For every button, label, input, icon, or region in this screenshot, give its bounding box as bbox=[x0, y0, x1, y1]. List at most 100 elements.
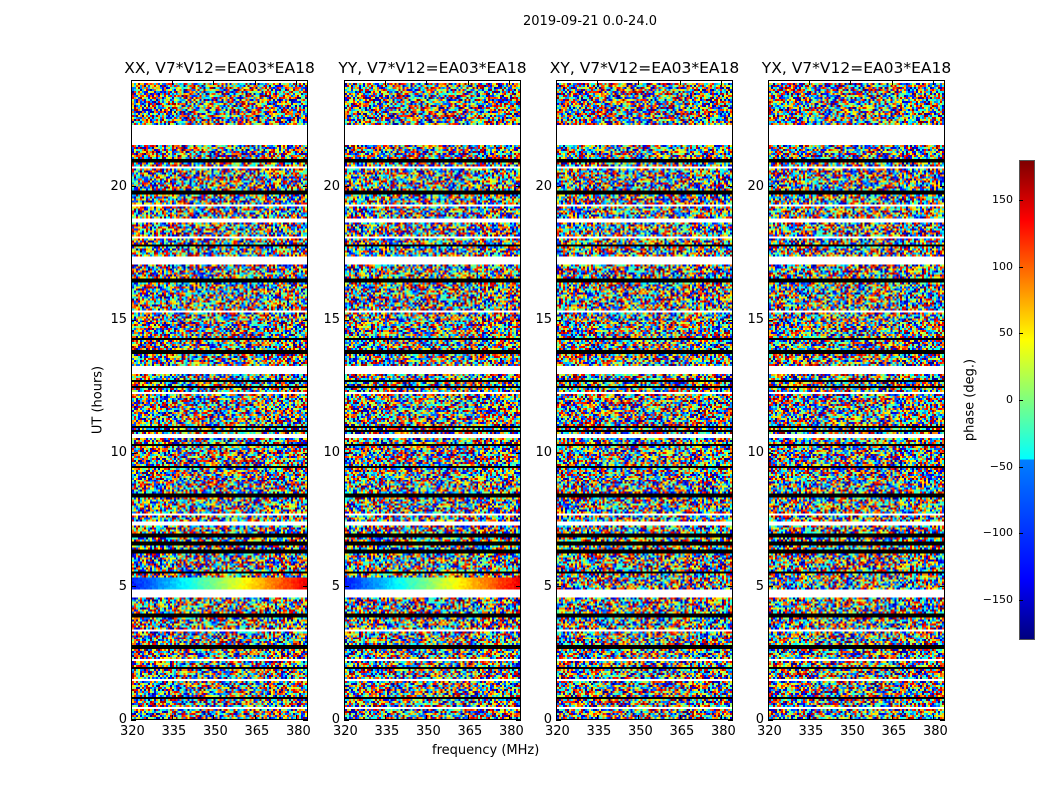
colorbar-tick bbox=[1019, 600, 1023, 601]
x-tick-label: 335 bbox=[586, 724, 612, 739]
y-tick bbox=[768, 719, 773, 721]
x-tick bbox=[767, 80, 769, 85]
x-tick-label: 365 bbox=[457, 724, 483, 739]
y-tick-label: 20 bbox=[535, 178, 552, 194]
heatmap-panel bbox=[768, 80, 945, 720]
y-tick-label: 0 bbox=[543, 712, 552, 727]
y-tick bbox=[940, 586, 945, 588]
x-tick bbox=[171, 80, 173, 85]
x-tick bbox=[343, 715, 345, 720]
y-tick-label: 20 bbox=[323, 178, 340, 194]
colorbar-tick bbox=[1019, 400, 1023, 401]
heatmap-panel bbox=[344, 80, 521, 720]
figure-title: 2019-09-21 0.0-24.0 bbox=[523, 14, 657, 29]
y-tick bbox=[556, 186, 561, 188]
heatmap-panel bbox=[556, 80, 733, 720]
x-tick-label: 320 bbox=[333, 724, 358, 739]
x-tick bbox=[426, 80, 428, 85]
x-tick bbox=[767, 715, 769, 720]
colorbar-tick-label: 150 bbox=[992, 193, 1013, 206]
x-tick bbox=[596, 715, 598, 720]
x-tick bbox=[891, 80, 893, 85]
x-tick-label: 380 bbox=[498, 724, 524, 739]
x-tick bbox=[638, 80, 640, 85]
y-tick bbox=[728, 586, 733, 588]
x-tick-label: 380 bbox=[710, 724, 736, 739]
x-tick bbox=[343, 80, 345, 85]
x-tick bbox=[509, 80, 511, 85]
colorbar-label: phase (deg.) bbox=[962, 358, 978, 442]
y-tick bbox=[344, 452, 349, 454]
x-tick bbox=[467, 715, 469, 720]
panel-title: YX, V7*V12=EA03*EA18 bbox=[761, 59, 952, 77]
heatmap-image bbox=[132, 81, 307, 719]
x-tick-label: 350 bbox=[839, 724, 865, 739]
y-tick bbox=[728, 319, 733, 321]
heatmap-image bbox=[769, 81, 944, 719]
x-tick bbox=[808, 80, 810, 85]
y-tick bbox=[516, 719, 521, 721]
y-tick bbox=[303, 719, 308, 721]
y-tick bbox=[131, 452, 136, 454]
colorbar-tick-label: 50 bbox=[999, 326, 1013, 340]
y-tick bbox=[303, 319, 308, 321]
x-tick bbox=[555, 80, 557, 85]
heatmap-image bbox=[557, 81, 732, 719]
x-tick bbox=[850, 80, 852, 85]
y-tick-label: 10 bbox=[110, 445, 127, 461]
y-tick-label: 0 bbox=[118, 712, 127, 727]
x-tick-label: 350 bbox=[415, 724, 441, 739]
y-tick bbox=[516, 586, 521, 588]
y-tick bbox=[940, 452, 945, 454]
y-tick-label: 15 bbox=[747, 312, 764, 327]
y-tick-label: 15 bbox=[323, 312, 340, 327]
x-tick bbox=[426, 715, 428, 720]
colorbar-tick bbox=[1019, 466, 1023, 468]
x-tick bbox=[679, 715, 681, 720]
y-tick bbox=[940, 719, 945, 721]
y-tick-label: 5 bbox=[331, 578, 340, 594]
y-tick bbox=[768, 586, 773, 588]
x-tick bbox=[213, 80, 215, 85]
y-tick-label: 20 bbox=[110, 178, 127, 194]
y-tick bbox=[556, 586, 561, 588]
y-tick-label: 15 bbox=[110, 312, 127, 327]
y-tick bbox=[303, 586, 308, 588]
x-tick-label: 380 bbox=[922, 724, 948, 739]
x-tick bbox=[891, 715, 893, 720]
x-tick bbox=[808, 715, 810, 720]
y-tick bbox=[940, 186, 945, 188]
x-tick-label: 335 bbox=[161, 724, 187, 739]
y-tick bbox=[516, 319, 521, 321]
y-tick bbox=[131, 186, 136, 188]
colorbar-tick-label: −150 bbox=[982, 593, 1013, 606]
y-tick bbox=[344, 586, 349, 588]
x-tick bbox=[850, 715, 852, 720]
x-tick-label: 320 bbox=[120, 724, 145, 739]
x-tick bbox=[296, 80, 298, 85]
x-tick-label: 335 bbox=[798, 724, 824, 739]
x-tick-label: 320 bbox=[545, 724, 570, 739]
y-tick bbox=[131, 586, 136, 588]
colorbar-tick-label: 0 bbox=[1006, 393, 1013, 406]
y-tick bbox=[556, 319, 561, 321]
panel-title: XX, V7*V12=EA03*EA18 bbox=[124, 59, 315, 77]
y-tick bbox=[768, 452, 773, 454]
x-tick bbox=[721, 80, 723, 85]
y-tick bbox=[303, 186, 308, 188]
y-tick bbox=[940, 319, 945, 321]
x-tick bbox=[296, 715, 298, 720]
y-tick bbox=[768, 319, 773, 321]
colorbar-tick-label: −100 bbox=[982, 526, 1013, 540]
colorbar-tick bbox=[1019, 533, 1023, 535]
y-tick-label: 15 bbox=[535, 312, 552, 327]
x-tick bbox=[721, 715, 723, 720]
y-tick bbox=[728, 452, 733, 454]
y-axis-label: UT (hours) bbox=[90, 365, 106, 435]
y-tick bbox=[344, 186, 349, 188]
x-tick-label: 335 bbox=[374, 724, 400, 739]
x-tick bbox=[555, 715, 557, 720]
panel-title: YY, V7*V12=EA03*EA18 bbox=[338, 59, 527, 77]
y-tick bbox=[303, 452, 308, 454]
